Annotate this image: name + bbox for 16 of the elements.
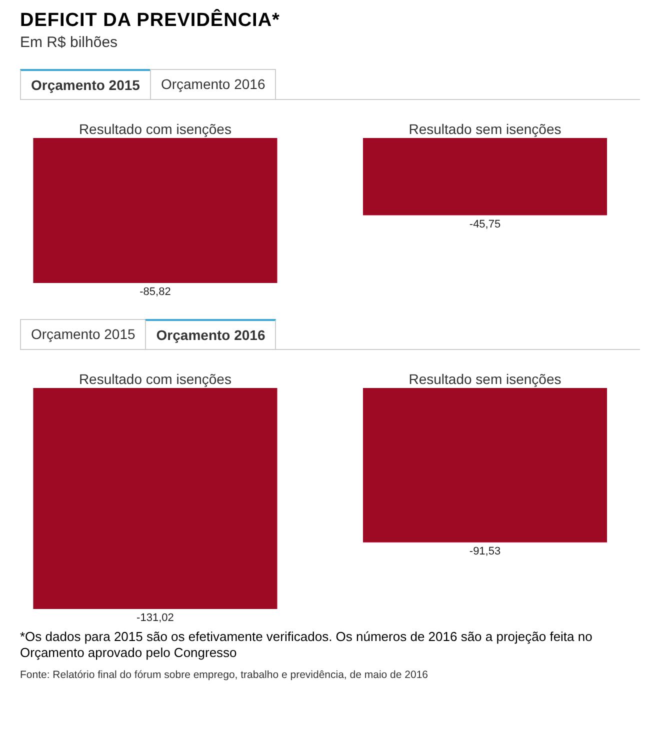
source-note: Fonte: Relatório final do fórum sobre emprego, trabalho e previdência, de maio de 2016	[20, 669, 429, 682]
x-tick-label: Resultado sem isenções	[408, 121, 562, 138]
text: Orçamento 2016	[145, 319, 276, 350]
x-tick-label: Resultado sem isenções	[408, 371, 562, 388]
data-label: -91,53	[469, 545, 501, 558]
text: Orçamento 2016	[150, 69, 276, 99]
data-label: -45,75	[469, 218, 501, 230]
text: *Os dados para 2015 são os efetivamente verificados. Os números de 2016 são a projeção feita no Orçamento aprovado pelo Congresso	[20, 629, 594, 662]
data-label: -85,82	[140, 286, 171, 298]
x-tick-label: Resultado com isenções	[78, 371, 232, 388]
data-label: -131,02	[136, 612, 174, 624]
chart-title: DEFICIT DA PREVIDÊNCIA*	[20, 10, 281, 32]
text: Orçamento 2015	[20, 319, 146, 350]
text: Orçamento 2015	[20, 69, 151, 99]
x-tick-label: Resultado com isenções	[78, 121, 232, 138]
chart-subtitle: Em R$ bilhões	[20, 34, 119, 51]
